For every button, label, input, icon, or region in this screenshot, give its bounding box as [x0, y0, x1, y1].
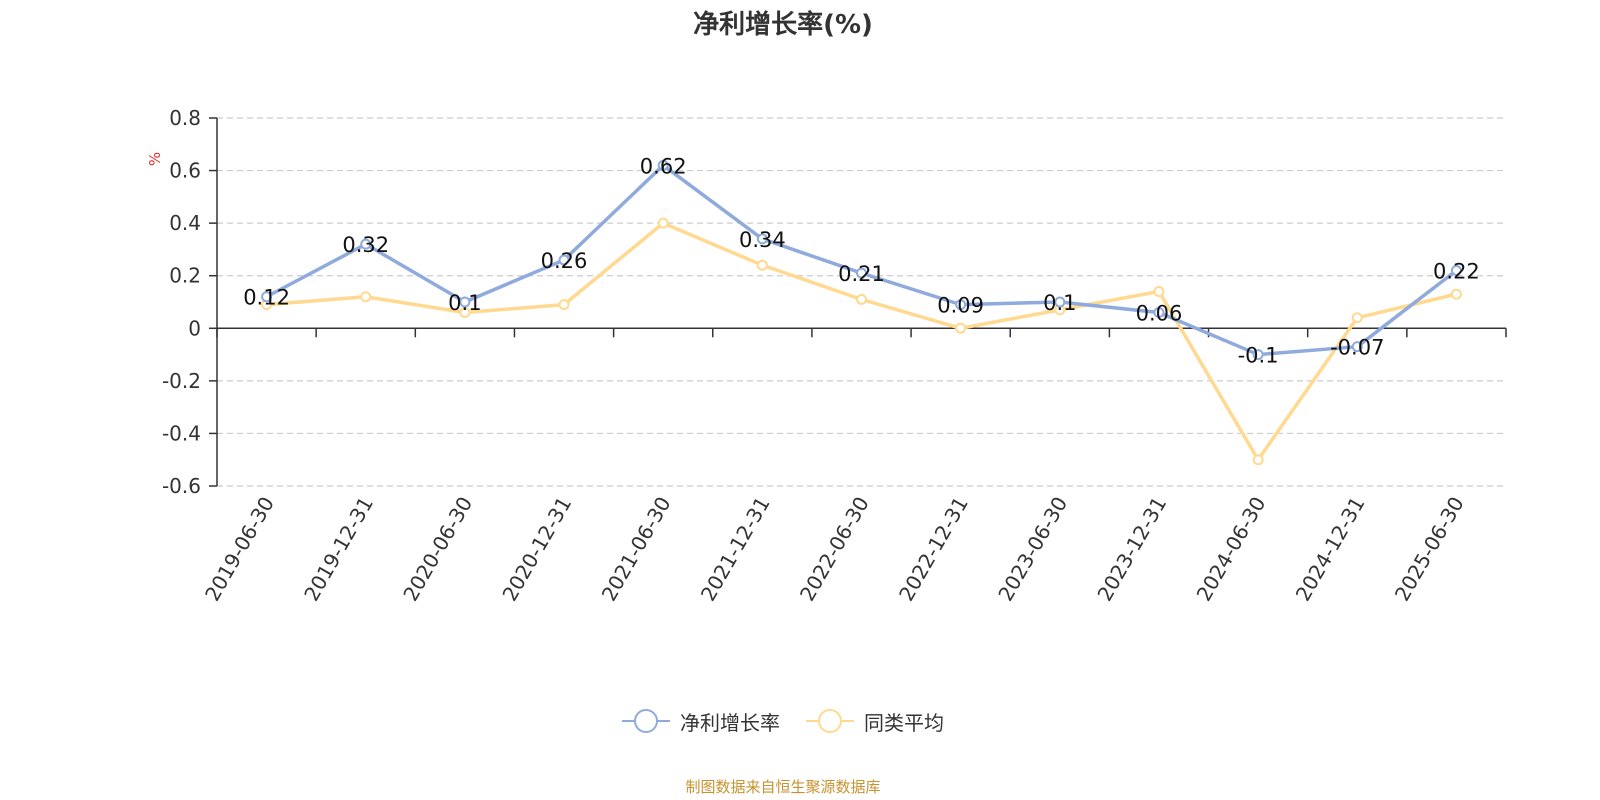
- data-point: [856, 267, 867, 279]
- y-tick-label: 0.8: [169, 106, 201, 130]
- data-point: [1054, 296, 1066, 308]
- data-point: [756, 259, 768, 271]
- data-label: 0.09: [937, 294, 984, 318]
- y-tick-label: 0: [188, 316, 201, 340]
- x-tick-label: 2024-06-30: [1192, 493, 1271, 606]
- chart-title: 净利增长率(%): [693, 10, 873, 40]
- legend-swatch-icon: [622, 709, 670, 733]
- data-labels: 0.12 0.32 0.1 0.26 0.62 0.34 0.21 0.09 0.1 0.06 -0…: [243, 154, 1480, 367]
- data-label: -0.07: [1330, 336, 1384, 360]
- x-tick-label: 2022-12-31: [894, 493, 973, 606]
- data-point: [1252, 454, 1264, 466]
- data-point: [657, 159, 669, 171]
- legend-label: 净利增长率: [680, 710, 780, 735]
- x-tick-label: 2022-06-30: [795, 493, 874, 606]
- y-tick-label: 0.4: [169, 211, 201, 235]
- grid-lines: [217, 117, 1506, 487]
- x-tick-label: 2023-06-30: [993, 493, 1072, 606]
- data-point: [955, 322, 967, 334]
- data-label: 0.1: [1043, 291, 1076, 315]
- data-label: -0.1: [1238, 344, 1279, 368]
- data-point: [360, 291, 372, 303]
- data-point: [657, 217, 669, 229]
- data-point: [756, 233, 768, 245]
- data-point: [1351, 341, 1363, 353]
- data-point: [558, 254, 570, 266]
- y-tick-label: -0.2: [162, 369, 201, 393]
- series-lines: [261, 159, 1462, 466]
- data-label: 0.12: [243, 286, 290, 310]
- y-tick-label: 0.6: [169, 159, 201, 183]
- x-tick-label: 2023-12-31: [1092, 493, 1171, 606]
- legend-item[interactable]: 同类平均: [806, 706, 944, 736]
- line-chart: 0.8 0.6 0.4 0.2 0 -0.2 -0.4 -0.6% 2019-06-30 2019…: [146, 106, 1507, 606]
- data-label: 0.62: [640, 154, 687, 178]
- legend-label: 同类平均: [864, 710, 944, 735]
- data-point: [1351, 312, 1363, 324]
- legend-item[interactable]: 净利增长率: [622, 706, 780, 736]
- data-label: 0.06: [1136, 302, 1183, 326]
- data-point: [1252, 349, 1264, 361]
- data-label: 0.1: [448, 291, 481, 315]
- data-point: [459, 296, 471, 308]
- y-axis-label: %: [146, 152, 164, 166]
- data-point: [955, 299, 967, 311]
- data-point: [1450, 264, 1462, 276]
- data-point: [1450, 288, 1462, 300]
- x-tick-label: 2020-06-30: [398, 493, 477, 606]
- x-tick-label: 2019-06-30: [200, 493, 279, 606]
- data-point: [1153, 285, 1165, 297]
- data-point: [856, 293, 867, 305]
- series-line: [265, 163, 1458, 357]
- axes: 0.8 0.6 0.4 0.2 0 -0.2 -0.4 -0.6% 2019-06-30 2019…: [146, 106, 1507, 606]
- x-tick-label: 2021-12-31: [696, 493, 775, 606]
- data-label: 0.34: [739, 228, 786, 252]
- legend: 净利增长率 同类平均: [0, 706, 1566, 736]
- data-point: [1153, 307, 1165, 319]
- x-tick-label: 2019-12-31: [299, 493, 378, 606]
- data-point: [261, 291, 273, 303]
- data-point: [459, 307, 471, 319]
- x-tick-label: 2025-06-30: [1390, 493, 1469, 606]
- data-point: [558, 299, 570, 311]
- data-label: 0.32: [342, 233, 389, 257]
- x-tick-label: 2021-06-30: [597, 493, 676, 606]
- y-tick-label: -0.6: [162, 474, 201, 498]
- x-tick-label: 2020-12-31: [497, 493, 576, 606]
- series-line: [266, 221, 1457, 462]
- source-note: 制图数据来自恒生聚源数据库: [685, 778, 881, 796]
- y-tick-label: 0.2: [169, 264, 201, 288]
- x-tick-label: 2024-12-31: [1291, 493, 1370, 606]
- legend-swatch-icon: [806, 709, 854, 733]
- data-label: 0.22: [1433, 259, 1480, 283]
- data-label: 0.21: [838, 262, 885, 286]
- data-point: [360, 238, 372, 250]
- data-label: 0.26: [541, 249, 588, 273]
- y-tick-label: -0.4: [162, 421, 201, 445]
